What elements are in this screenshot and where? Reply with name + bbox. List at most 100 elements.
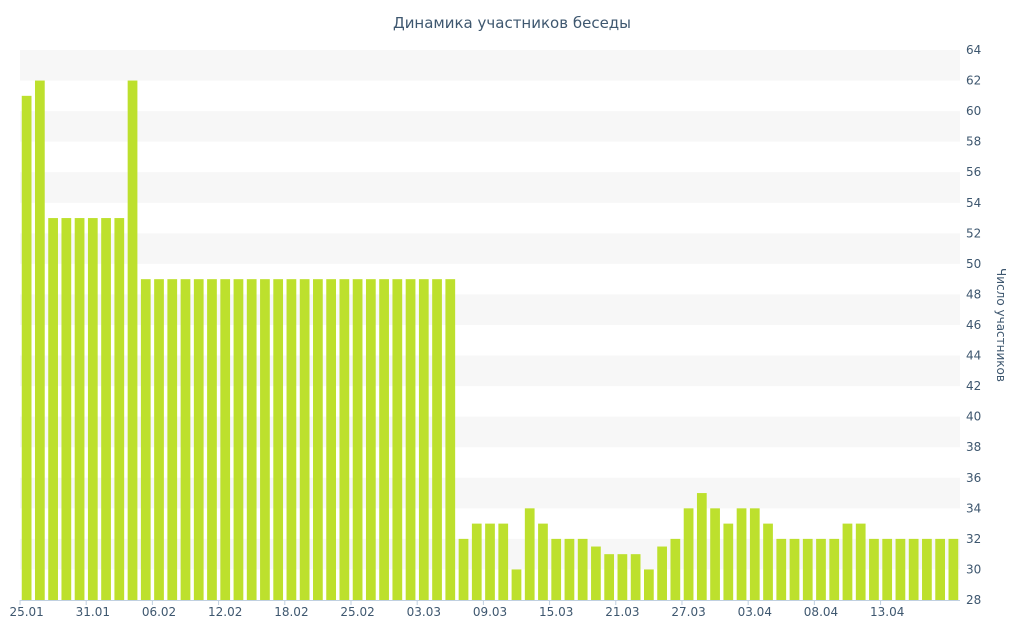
x-tick-label: 12.02 (208, 605, 242, 619)
bar[interactable] (101, 218, 111, 601)
bar[interactable] (114, 218, 125, 601)
bar[interactable] (882, 538, 893, 600)
bar[interactable] (617, 554, 628, 600)
bar[interactable] (273, 279, 284, 600)
bar[interactable] (538, 523, 548, 600)
y-tick-label: 44 (966, 349, 981, 363)
x-tick-label: 09.03 (473, 605, 507, 619)
bar[interactable] (127, 80, 138, 601)
bar[interactable] (458, 538, 469, 600)
bar[interactable] (696, 493, 707, 600)
y-axis-title: Число участников (994, 268, 1008, 382)
bar[interactable] (683, 508, 694, 600)
bar[interactable] (749, 508, 760, 600)
bar[interactable] (34, 80, 45, 601)
bar[interactable] (352, 279, 363, 600)
y-tick-label: 64 (966, 43, 981, 57)
y-tick-label: 28 (966, 593, 981, 607)
y-tick-label: 38 (966, 440, 981, 454)
bar[interactable] (21, 95, 32, 600)
bar[interactable] (670, 538, 681, 600)
x-tick-label: 08.04 (804, 605, 838, 619)
bar[interactable] (74, 218, 85, 601)
bar[interactable] (551, 538, 562, 600)
x-tick-label: 13.04 (870, 605, 904, 619)
y-tick-label: 34 (966, 501, 981, 515)
bar[interactable] (710, 508, 720, 600)
chart-title: Динамика участников беседы (393, 14, 631, 32)
x-tick-label: 25.02 (340, 605, 374, 619)
bar[interactable] (379, 279, 389, 600)
plot-band (20, 233, 960, 264)
bar[interactable] (485, 523, 495, 600)
bar[interactable] (140, 279, 151, 600)
bar[interactable] (869, 538, 879, 600)
bar[interactable] (895, 538, 906, 600)
bar[interactable] (591, 546, 601, 600)
bar[interactable] (87, 218, 98, 601)
bar[interactable] (180, 279, 191, 600)
bar[interactable] (763, 523, 773, 600)
bar[interactable] (935, 538, 946, 600)
y-tick-label: 36 (966, 471, 981, 485)
bar[interactable] (471, 523, 482, 600)
bar[interactable] (339, 279, 350, 600)
bar[interactable] (511, 569, 522, 600)
bar[interactable] (154, 279, 164, 600)
bar[interactable] (736, 508, 747, 600)
x-tick-label: 31.01 (76, 605, 110, 619)
y-axis-ticks: 28 30 32 34 36 38 40 42 44 46 48 50 52 54 56 58 60 62 64 (966, 43, 981, 607)
x-tick-label: 18.02 (274, 605, 308, 619)
bar[interactable] (630, 554, 641, 600)
bar[interactable] (326, 279, 336, 600)
bar[interactable] (908, 538, 919, 600)
bar[interactable] (644, 569, 654, 600)
bar[interactable] (233, 279, 244, 600)
y-tick-label: 58 (966, 135, 981, 149)
x-tick-label: 06.02 (142, 605, 176, 619)
bar[interactable] (802, 538, 813, 600)
y-tick-label: 52 (966, 226, 981, 240)
bar[interactable] (246, 279, 257, 600)
y-tick-label: 62 (966, 74, 981, 88)
bar[interactable] (48, 218, 58, 601)
bar[interactable] (789, 538, 800, 600)
bar[interactable] (524, 508, 535, 600)
bar[interactable] (392, 279, 403, 600)
bar[interactable] (220, 279, 231, 600)
bar[interactable] (286, 279, 297, 600)
bar[interactable] (922, 538, 932, 600)
x-tick-label: 25.01 (9, 605, 43, 619)
bar[interactable] (405, 279, 416, 600)
bar[interactable] (260, 279, 270, 600)
bar[interactable] (313, 279, 323, 600)
bar[interactable] (842, 523, 853, 600)
bar[interactable] (829, 538, 840, 600)
bar[interactable] (816, 538, 826, 600)
y-tick-label: 50 (966, 257, 981, 271)
bar[interactable] (604, 554, 615, 600)
bar[interactable] (432, 279, 442, 600)
bar[interactable] (948, 538, 959, 600)
bar[interactable] (564, 538, 575, 600)
bar[interactable] (445, 279, 456, 600)
bar[interactable] (193, 279, 204, 600)
y-tick-label: 42 (966, 379, 981, 393)
bar[interactable] (299, 279, 310, 600)
bar[interactable] (577, 538, 588, 600)
y-tick-label: 40 (966, 410, 981, 424)
y-tick-label: 48 (966, 287, 981, 301)
bar[interactable] (61, 218, 72, 601)
x-tick-label: 15.03 (539, 605, 573, 619)
bar[interactable] (776, 538, 787, 600)
bar[interactable] (167, 279, 178, 600)
bar[interactable] (498, 523, 509, 600)
bar[interactable] (418, 279, 429, 600)
bar[interactable] (723, 523, 734, 600)
bar[interactable] (855, 523, 866, 600)
bar[interactable] (365, 279, 376, 600)
bar[interactable] (657, 546, 667, 600)
bar[interactable] (207, 279, 217, 600)
